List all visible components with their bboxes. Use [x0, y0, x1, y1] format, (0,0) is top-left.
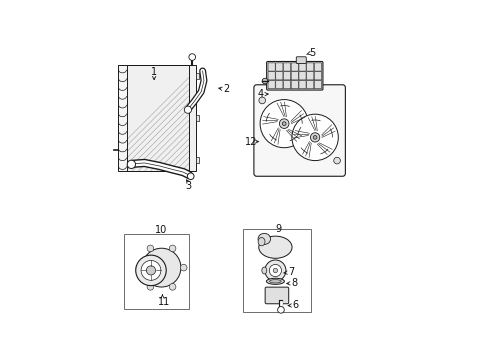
Circle shape: [169, 283, 176, 290]
FancyBboxPatch shape: [268, 80, 275, 89]
FancyBboxPatch shape: [291, 72, 298, 80]
Text: 1: 1: [151, 67, 157, 77]
Circle shape: [147, 283, 154, 290]
Circle shape: [311, 133, 320, 142]
FancyBboxPatch shape: [307, 80, 314, 89]
FancyBboxPatch shape: [265, 287, 289, 304]
FancyBboxPatch shape: [276, 72, 283, 80]
FancyBboxPatch shape: [254, 85, 345, 176]
Ellipse shape: [258, 238, 265, 246]
FancyBboxPatch shape: [267, 62, 323, 90]
FancyBboxPatch shape: [276, 80, 283, 89]
Circle shape: [136, 264, 143, 271]
FancyBboxPatch shape: [276, 63, 283, 71]
Circle shape: [265, 260, 286, 281]
Text: 3: 3: [186, 181, 192, 191]
FancyBboxPatch shape: [299, 72, 306, 80]
Ellipse shape: [270, 280, 281, 283]
Ellipse shape: [259, 236, 292, 258]
Circle shape: [270, 264, 282, 276]
FancyBboxPatch shape: [268, 72, 275, 80]
Ellipse shape: [258, 233, 270, 244]
Bar: [118, 66, 127, 171]
FancyBboxPatch shape: [284, 63, 291, 71]
FancyBboxPatch shape: [284, 80, 291, 89]
Text: 7: 7: [288, 267, 294, 277]
FancyBboxPatch shape: [296, 57, 306, 63]
Text: 4: 4: [258, 90, 264, 99]
FancyBboxPatch shape: [315, 80, 321, 89]
Text: 6: 6: [293, 300, 298, 310]
Circle shape: [334, 157, 341, 164]
Bar: [126, 66, 193, 171]
Circle shape: [292, 114, 338, 161]
Bar: [123, 234, 189, 309]
Circle shape: [184, 106, 192, 113]
FancyBboxPatch shape: [284, 72, 291, 80]
Circle shape: [262, 78, 268, 84]
Text: 9: 9: [276, 224, 282, 234]
FancyBboxPatch shape: [268, 63, 275, 71]
Circle shape: [313, 135, 317, 139]
Bar: [189, 66, 196, 171]
Circle shape: [259, 97, 266, 104]
Circle shape: [147, 245, 154, 252]
Circle shape: [141, 261, 161, 280]
Ellipse shape: [262, 267, 267, 274]
Text: 12: 12: [245, 136, 257, 147]
Text: 10: 10: [155, 225, 167, 235]
Text: 5: 5: [309, 48, 315, 58]
Bar: [126, 66, 193, 171]
Circle shape: [260, 100, 308, 148]
Circle shape: [147, 266, 155, 275]
Circle shape: [278, 307, 284, 313]
Bar: [196, 73, 199, 79]
Text: 11: 11: [158, 297, 170, 307]
FancyBboxPatch shape: [315, 72, 321, 80]
FancyBboxPatch shape: [299, 63, 306, 71]
Bar: [196, 115, 199, 121]
FancyBboxPatch shape: [315, 63, 321, 71]
Circle shape: [136, 255, 166, 285]
FancyBboxPatch shape: [307, 63, 314, 71]
Circle shape: [279, 119, 289, 129]
FancyBboxPatch shape: [291, 63, 298, 71]
FancyBboxPatch shape: [307, 72, 314, 80]
Circle shape: [189, 54, 196, 60]
Circle shape: [127, 160, 136, 168]
FancyBboxPatch shape: [299, 80, 306, 89]
FancyBboxPatch shape: [291, 80, 298, 89]
Bar: [196, 157, 199, 163]
Ellipse shape: [267, 278, 284, 284]
Circle shape: [169, 245, 176, 252]
Circle shape: [142, 248, 181, 287]
Bar: [243, 229, 311, 312]
Circle shape: [282, 122, 286, 126]
Circle shape: [273, 268, 278, 273]
Text: 2: 2: [223, 84, 229, 94]
Circle shape: [180, 264, 187, 271]
Circle shape: [187, 173, 194, 180]
Text: 8: 8: [291, 278, 297, 288]
